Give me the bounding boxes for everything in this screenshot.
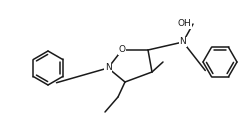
Text: O: O: [118, 45, 125, 55]
Text: OH: OH: [177, 19, 191, 28]
Text: N: N: [180, 38, 186, 46]
Text: N: N: [105, 63, 111, 72]
